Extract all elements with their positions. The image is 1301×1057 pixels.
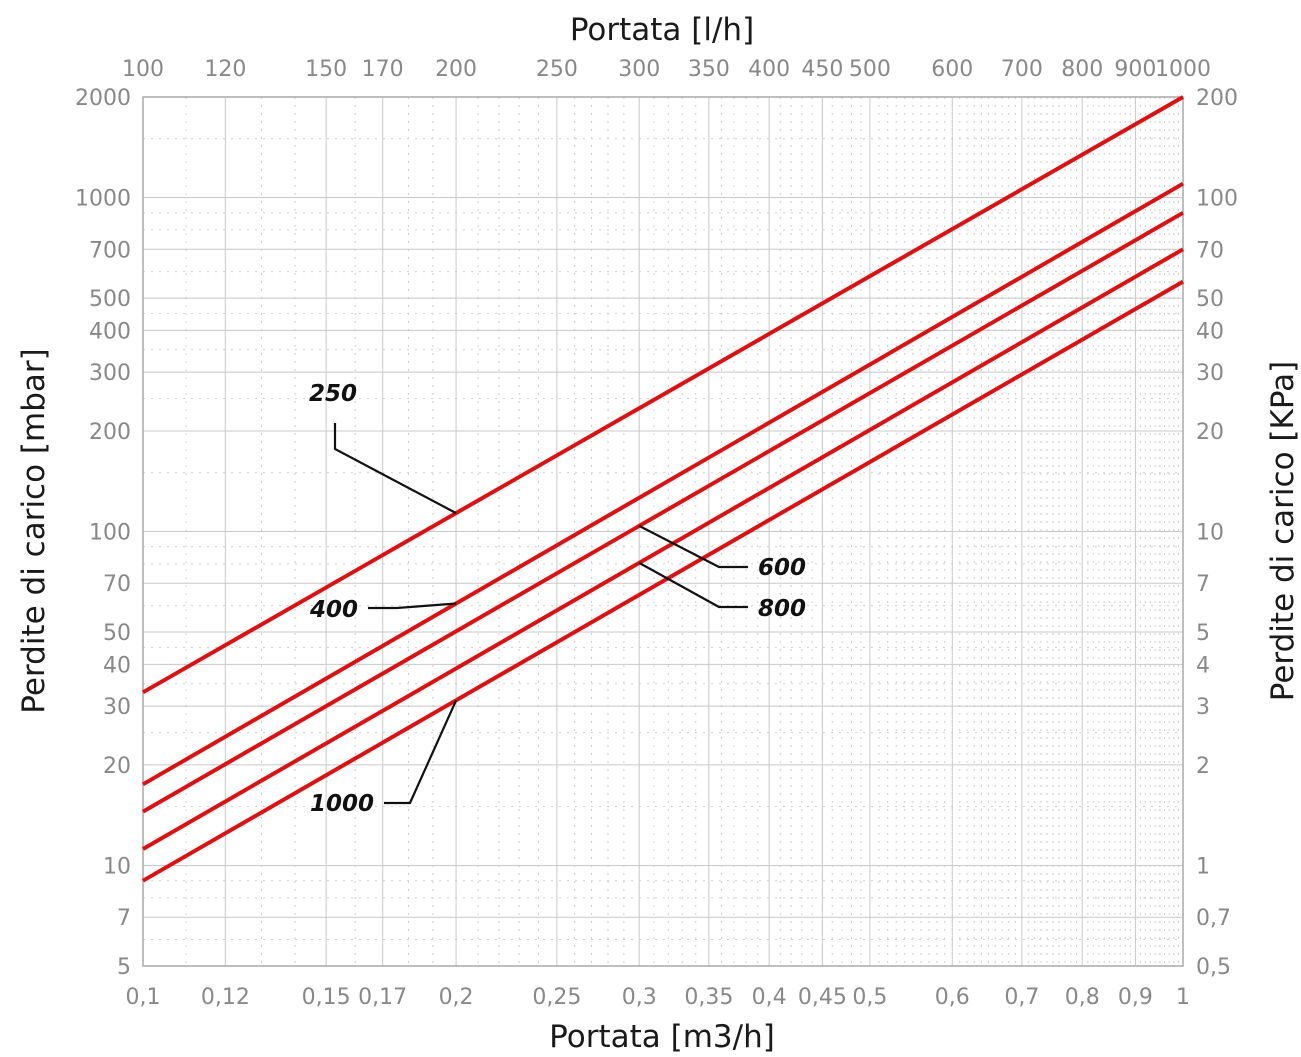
y-tick-label: 300 xyxy=(89,361,131,386)
y-tick-label: 20 xyxy=(103,754,131,779)
series-label-1000: 1000 xyxy=(310,791,374,817)
right-tick-label: 7 xyxy=(1196,572,1210,597)
top-tick-label: 700 xyxy=(1001,57,1043,82)
top-tick-label: 170 xyxy=(362,57,404,82)
x-tick-label: 0,3 xyxy=(622,985,657,1010)
right-tick-label: 0,5 xyxy=(1196,955,1231,980)
x-tick-label: 0,2 xyxy=(439,985,474,1010)
x-tick-label: 0,6 xyxy=(935,985,970,1010)
top-tick-label: 400 xyxy=(748,57,790,82)
top-tick-label: 500 xyxy=(849,57,891,82)
top-tick-label: 200 xyxy=(435,57,477,82)
x-tick-label: 0,15 xyxy=(302,985,351,1010)
leader-line-400 xyxy=(368,602,457,610)
series-line-1000 xyxy=(142,279,1184,883)
y-tick-label: 400 xyxy=(89,319,131,344)
top-tick-label: 1000 xyxy=(1155,57,1211,82)
major-gridlines xyxy=(142,96,1184,967)
series-line-800 xyxy=(142,247,1184,851)
minor-gridlines xyxy=(143,97,1183,966)
series-lines xyxy=(141,95,1185,883)
top-tick-label: 350 xyxy=(688,57,730,82)
series-line-400 xyxy=(141,181,1185,787)
x-tick-label: 1 xyxy=(1176,985,1190,1010)
right-tick-label: 0,7 xyxy=(1196,906,1231,931)
y-tick-label: 40 xyxy=(103,653,131,678)
x-tick-label: 0,7 xyxy=(1004,985,1039,1010)
right-tick-label: 5 xyxy=(1196,621,1210,646)
y-tick-label: 70 xyxy=(103,572,131,597)
y-tick-label: 2000 xyxy=(75,86,131,111)
leader-line-800 xyxy=(638,561,748,609)
y-tick-label: 1000 xyxy=(75,187,131,212)
series-label-600: 600 xyxy=(758,555,806,581)
y-axis-tick-labels: 5 7 10 20 30 40 50 70 100 200 300 400 500 700 1000 2000 xyxy=(75,86,131,980)
x-tick-label: 0,45 xyxy=(798,985,847,1010)
y-tick-label: 700 xyxy=(89,238,131,263)
leader-line-1000 xyxy=(384,699,458,805)
right-tick-label: 20 xyxy=(1196,420,1224,445)
y-tick-label: 100 xyxy=(89,521,131,546)
top-axis-tick-labels: 100 120 150 170 200 250 300 350 400 450 500 600 700 8… xyxy=(122,57,1211,82)
right-axis-tick-labels: 0,5 0,7 1 2 3 4 5 7 10 20 30 40 50 70 100 200 xyxy=(1196,86,1238,980)
y-tick-label: 50 xyxy=(103,621,131,646)
y-tick-label: 200 xyxy=(89,420,131,445)
y-tick-label: 30 xyxy=(103,695,131,720)
series-line-250 xyxy=(142,95,1184,695)
x-tick-label: 0,17 xyxy=(358,985,407,1010)
series-label-250: 250 xyxy=(309,381,357,407)
top-tick-label: 450 xyxy=(801,57,843,82)
series-label-400: 400 xyxy=(309,597,358,623)
right-tick-label: 4 xyxy=(1196,653,1210,678)
y-tick-label: 500 xyxy=(89,287,131,312)
y-axis-title: Perdite di carico [mbar] xyxy=(16,348,52,713)
x-tick-label: 0,35 xyxy=(684,985,733,1010)
x-tick-label: 0,5 xyxy=(852,985,887,1010)
x-tick-label: 0,9 xyxy=(1118,985,1153,1010)
x-tick-label: 0,1 xyxy=(126,985,161,1010)
y-tick-label: 10 xyxy=(103,854,131,879)
right-axis-title: Perdite di carico [KPa] xyxy=(1265,361,1301,701)
top-tick-label: 100 xyxy=(122,57,164,82)
top-tick-label: 300 xyxy=(618,57,660,82)
y-tick-label: 5 xyxy=(117,955,131,980)
right-tick-label: 50 xyxy=(1196,287,1224,312)
x-axis-title: Portata [m3/h] xyxy=(549,1019,775,1055)
x-tick-label: 0,12 xyxy=(201,985,250,1010)
leader-line-250 xyxy=(333,423,457,515)
label-leader-lines xyxy=(333,423,748,805)
right-tick-label: 3 xyxy=(1196,695,1210,720)
x-tick-label: 0,8 xyxy=(1065,985,1100,1010)
right-tick-label: 200 xyxy=(1196,86,1238,111)
right-tick-label: 30 xyxy=(1196,361,1224,386)
right-tick-label: 100 xyxy=(1196,187,1238,212)
x-tick-label: 0,25 xyxy=(532,985,581,1010)
top-tick-label: 250 xyxy=(536,57,578,82)
right-tick-label: 70 xyxy=(1196,238,1224,263)
top-tick-label: 150 xyxy=(305,57,347,82)
leader-line-600 xyxy=(638,524,748,569)
y-tick-label: 7 xyxy=(117,906,131,931)
top-tick-label: 600 xyxy=(931,57,973,82)
series-line-600 xyxy=(142,211,1184,814)
right-tick-label: 10 xyxy=(1196,521,1224,546)
right-tick-label: 40 xyxy=(1196,319,1224,344)
x-axis-tick-labels: 0,1 0,12 0,15 0,17 0,2 0,25 0,3 0,35 0,4 0,45 0,5 0… xyxy=(126,985,1191,1010)
top-axis-title: Portata [l/h] xyxy=(570,12,754,48)
right-tick-label: 1 xyxy=(1196,854,1210,879)
series-label-800: 800 xyxy=(758,596,806,622)
right-tick-label: 2 xyxy=(1196,754,1210,779)
top-tick-label: 800 xyxy=(1061,57,1103,82)
plot-frame xyxy=(142,96,1184,967)
top-tick-label: 120 xyxy=(204,57,246,82)
series-labels: 250 400 600 800 1000 xyxy=(309,381,806,817)
top-tick-label: 900 xyxy=(1114,57,1156,82)
x-tick-label: 0,4 xyxy=(752,985,787,1010)
